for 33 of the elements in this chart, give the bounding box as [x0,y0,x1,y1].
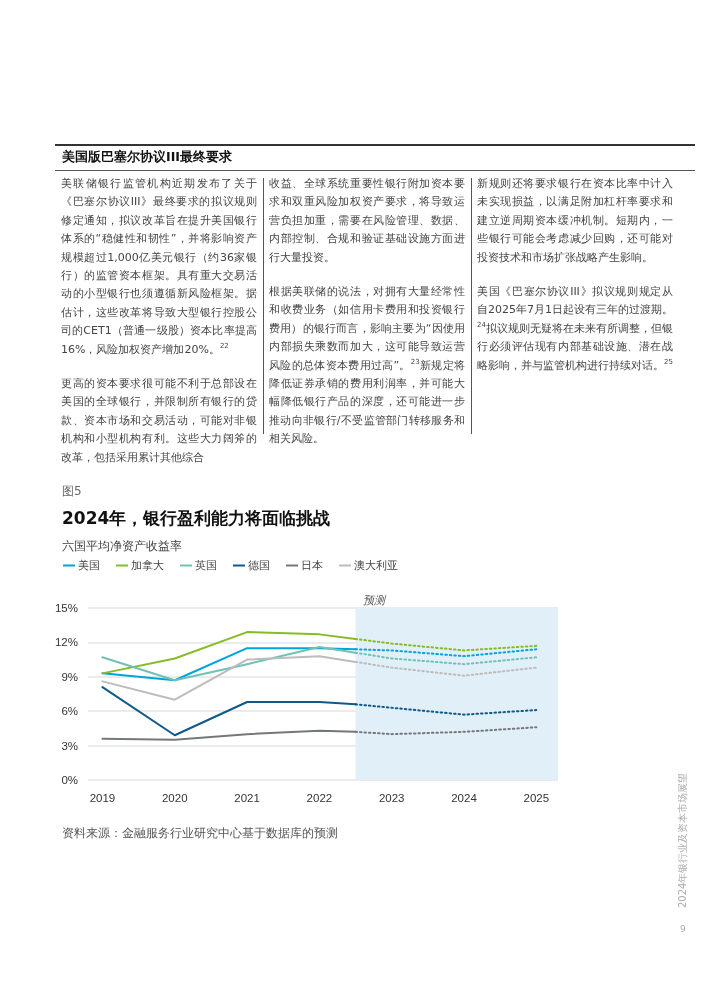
chart-subtitle: 六国平均净资产收益率 [62,539,182,553]
y-tick-label: 9% [61,670,78,683]
chart-title: 2024年，银行盈利能力将面临挑战 [62,507,331,528]
legend-label: 澳大利亚 [354,559,398,572]
text: 资料来源：金融服务行业研究中心基于数据库的预测 [62,826,338,841]
text: 根据美联储的说法，对拥有大量经常性和收费业务（如信用卡费用和投资银行费用）的银行而言，影响主要为“因使用内部损失乘数而加大，这可能导致运营风险的总体资本费用过高”。$^{23}$新规定将降低证券承销的费用利润率，并可能大幅降低银行产品的深度，还可能进一步推动向非银行/不受监管部门转移服务和相关风险。 [269,285,465,446]
legend-label: 美国 [78,559,100,572]
legend-label: 英国 [195,559,217,572]
text: 9 [680,924,686,934]
y-tick-label: 0% [61,774,78,786]
y-tick-label: 3% [61,739,78,752]
caption: 图5 [62,483,82,500]
text: 美国《巴塞尔协议III》拟议规则规定从自2025年7月1日起设有三年的过渡期。$^{24}$拟议规则无疑将在未来有所调整，但银行必须评估现有内部基础设施、潜在战略影响，并与监管机构进行持续对话。$^{25}$ [477,284,673,374]
text: 美国版巴塞尔协议III最终要求 [62,149,232,166]
band-label: 预测 [362,594,387,607]
y-tick-label: 6% [61,705,78,718]
x-tick-label: 2023 [378,792,405,804]
y-tick-label: 12% [54,636,78,649]
y-tick-label: 15% [54,602,78,614]
x-tick-label: 2021 [234,792,260,804]
x-tick-label: 2024 [451,792,478,804]
text: 收益、全球系统重要性银行附加资本要求和双重风险加权资产要求，将导致运营负担加重，需要在风险管理、数据、内部控制、合规和验证基础设施方面进行大量投资。 [269,176,465,266]
x-tick-label: 2019 [89,792,116,804]
legend-label: 加拿大 [131,559,164,572]
legend-label: 德国 [248,559,270,572]
x-tick-label: 2020 [161,792,188,804]
text: 2024年银行业及资本市场展望 [676,772,689,908]
text: 更高的资本要求很可能不利于总部设在美国的全球银行，并限制所有银行的贷款、资本市场和交易活动，可能对非银机构和小型机构有利。这些大力阔斧的改革，包括采用累计其他综合 [61,376,257,466]
x-tick-label: 2025 [523,792,550,804]
text: 新规则还将要求银行在资本比率中计入未实现损益，以满足附加杠杆率要求和建立逆周期资本缓冲机制。短期内，一些银行可能会考虑减少回购，还可能对投资技术和市场扩张战略产生影响。 [477,176,673,266]
x-tick-label: 2022 [306,792,333,804]
text: 美联储银行监管机构近期发布了关于《巴塞尔协议III》最终要求的拟议规则修定通知，拟议改革旨在提升美国银行体系的“稳健性和韧性”，并将影响资产规模超过1,000亿美元银行（约36家银行）的监管资本框架。具有重大交易活动的小型银行也须遵循新风险框架。据估计，这些改革将导致大型银行控股公司的CET1（普通一级股）资本比率提高16%，风险加权资产增加20%。$^{22}$ [61,177,257,356]
legend-label: 日本 [301,559,323,572]
